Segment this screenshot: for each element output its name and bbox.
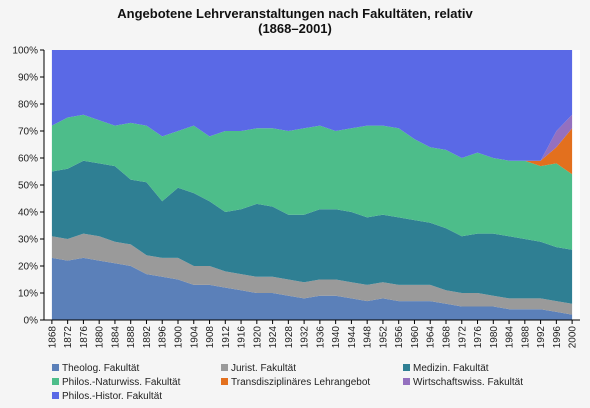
y-axis: 0% 10% 20% 30% 40% 50% 60% 70% 80% 90% 100% bbox=[12, 46, 44, 327]
area-series-1 bbox=[51, 257, 573, 320]
plot-area bbox=[43, 50, 580, 321]
x-tick-label: 1932 bbox=[300, 326, 311, 349]
x-tick-label: 1940 bbox=[331, 326, 342, 349]
chart-title-line-2: (1868–2001) bbox=[258, 21, 332, 36]
legend-swatch bbox=[52, 378, 59, 385]
x-tick-label: 1920 bbox=[252, 326, 263, 349]
x-tick-label: 1944 bbox=[347, 326, 358, 349]
x-tick-label: 1904 bbox=[189, 326, 200, 349]
legend-label: Philos.-Histor. Fakultät bbox=[62, 391, 162, 402]
x-tick-label: 1872 bbox=[63, 326, 74, 349]
legend-item-3: Medizin. Fakultät bbox=[403, 363, 489, 374]
x-tick-label: 1888 bbox=[126, 326, 137, 349]
x-tick-label: 1896 bbox=[158, 326, 169, 349]
legend-swatch bbox=[221, 364, 228, 371]
y-tick-label: 20% bbox=[18, 262, 38, 273]
area-series-4 bbox=[51, 114, 573, 250]
x-tick-label: 1868 bbox=[47, 326, 58, 349]
y-tick-label: 60% bbox=[18, 154, 38, 165]
x-tick-label: 1948 bbox=[363, 326, 374, 349]
x-tick-label: 1936 bbox=[315, 326, 326, 349]
x-tick-label: 1916 bbox=[237, 326, 248, 349]
legend-swatch bbox=[221, 378, 228, 385]
y-tick-label: 30% bbox=[18, 235, 38, 246]
x-tick-label: 1884 bbox=[110, 326, 121, 349]
x-axis: 1868 1872 1876 1880 1884 1888 1892 1896 1900 1904… bbox=[47, 320, 579, 349]
legend-swatch bbox=[52, 392, 59, 399]
x-tick-label: 1968 bbox=[442, 326, 453, 349]
legend: Theolog. Fakultät Jurist. Fakultät Medizin… bbox=[52, 363, 523, 402]
legend-item-5: Transdisziplinäres Lehrangebot bbox=[221, 377, 370, 388]
chart-title-line-1: Angebotene Lehrveranstaltungen nach Faku… bbox=[117, 6, 473, 21]
area-series-3 bbox=[51, 160, 573, 304]
legend-label: Jurist. Fakultät bbox=[231, 363, 296, 374]
x-tick-label: 1996 bbox=[552, 326, 563, 349]
y-tick-label: 10% bbox=[18, 289, 38, 300]
y-tick-label: 0% bbox=[24, 316, 39, 327]
legend-label: Transdisziplinäres Lehrangebot bbox=[231, 377, 370, 388]
x-tick-label: 1900 bbox=[174, 326, 185, 349]
x-tick-label: 1876 bbox=[79, 326, 90, 349]
x-tick-label: 1908 bbox=[205, 326, 216, 349]
x-tick-label: 1972 bbox=[457, 326, 468, 349]
legend-item-7: Philos.-Histor. Fakultät bbox=[52, 391, 162, 402]
y-tick-label: 80% bbox=[18, 100, 38, 111]
y-tick-label: 50% bbox=[18, 181, 38, 192]
legend-item-2: Jurist. Fakultät bbox=[221, 363, 296, 374]
x-tick-label: 1976 bbox=[473, 326, 484, 349]
legend-label: Wirtschaftswiss. Fakultät bbox=[413, 377, 523, 388]
legend-item-6: Wirtschaftswiss. Fakultät bbox=[403, 377, 523, 388]
x-tick-label: 1952 bbox=[378, 326, 389, 349]
legend-swatch bbox=[403, 378, 410, 385]
legend-swatch bbox=[403, 364, 410, 371]
chart-title: Angebotene Lehrveranstaltungen nach Faku… bbox=[117, 6, 473, 36]
x-tick-label: 1928 bbox=[284, 326, 295, 349]
x-tick-label: 1992 bbox=[536, 326, 547, 349]
legend-label: Theolog. Fakultät bbox=[62, 363, 139, 374]
x-tick-label: 1984 bbox=[505, 326, 516, 349]
legend-swatch bbox=[52, 364, 59, 371]
legend-item-1: Theolog. Fakultät bbox=[52, 363, 139, 374]
legend-item-4: Philos.-Naturwiss. Fakultät bbox=[52, 377, 181, 388]
legend-label: Medizin. Fakultät bbox=[413, 363, 489, 374]
x-tick-label: 1956 bbox=[394, 326, 405, 349]
x-tick-label: 2000 bbox=[568, 326, 579, 349]
x-tick-label: 1960 bbox=[410, 326, 421, 349]
y-tick-label: 90% bbox=[18, 73, 38, 84]
area-series-2 bbox=[51, 233, 573, 315]
legend-label: Philos.-Naturwiss. Fakultät bbox=[62, 377, 181, 388]
y-tick-label: 70% bbox=[18, 127, 38, 138]
x-tick-label: 1964 bbox=[426, 326, 437, 349]
x-tick-label: 1988 bbox=[520, 326, 531, 349]
x-tick-label: 1980 bbox=[489, 326, 500, 349]
x-tick-label: 1880 bbox=[95, 326, 106, 349]
x-tick-label: 1892 bbox=[142, 326, 153, 349]
x-tick-label: 1924 bbox=[268, 326, 279, 349]
y-tick-label: 100% bbox=[12, 46, 38, 57]
y-tick-label: 40% bbox=[18, 208, 38, 219]
x-tick-label: 1912 bbox=[221, 326, 232, 349]
area-series-7 bbox=[51, 50, 573, 161]
